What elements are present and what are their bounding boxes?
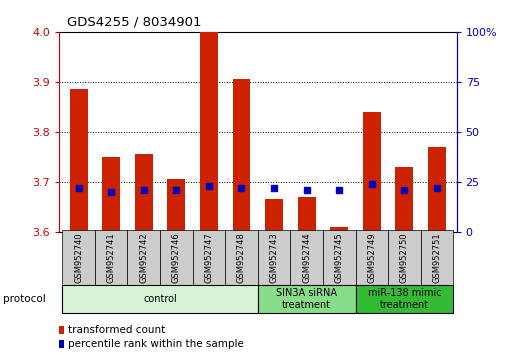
Text: SIN3A siRNA
treatment: SIN3A siRNA treatment (276, 288, 337, 310)
Bar (258, 230, 290, 285)
Text: transformed count: transformed count (68, 325, 165, 335)
Bar (258, 285, 356, 313)
Bar (388, 230, 421, 285)
Text: GSM952742: GSM952742 (139, 232, 148, 283)
Text: miR-138 mimic
treatment: miR-138 mimic treatment (368, 288, 441, 310)
Bar (330, 227, 348, 232)
Text: percentile rank within the sample: percentile rank within the sample (68, 339, 244, 349)
Text: GSM952748: GSM952748 (237, 232, 246, 283)
Text: GSM952750: GSM952750 (400, 232, 409, 283)
Text: protocol: protocol (3, 294, 45, 304)
Bar (265, 199, 283, 232)
Bar (290, 230, 323, 285)
Bar (225, 230, 258, 285)
Bar (192, 230, 225, 285)
Bar (356, 285, 453, 313)
Text: GSM952741: GSM952741 (107, 232, 115, 283)
Bar (135, 154, 153, 232)
Bar (127, 230, 160, 285)
Text: GSM952746: GSM952746 (172, 232, 181, 283)
Text: GSM952744: GSM952744 (302, 232, 311, 283)
Text: GSM952740: GSM952740 (74, 232, 83, 283)
Text: control: control (143, 294, 177, 304)
Bar (428, 147, 446, 232)
Text: GSM952743: GSM952743 (269, 232, 279, 283)
Text: GSM952751: GSM952751 (432, 232, 442, 283)
Bar (160, 230, 192, 285)
Bar (200, 32, 218, 232)
Bar (95, 230, 127, 285)
Text: GSM952749: GSM952749 (367, 232, 377, 283)
Bar (396, 167, 413, 232)
Bar (323, 230, 356, 285)
Bar (70, 89, 88, 232)
Bar (232, 79, 250, 232)
Bar (356, 230, 388, 285)
Text: GSM952745: GSM952745 (335, 232, 344, 283)
Bar (298, 197, 315, 232)
Bar (167, 179, 185, 232)
Bar (421, 230, 453, 285)
Bar (363, 112, 381, 232)
Text: GSM952747: GSM952747 (204, 232, 213, 283)
Bar (102, 157, 120, 232)
Text: GDS4255 / 8034901: GDS4255 / 8034901 (67, 16, 201, 29)
Bar (62, 285, 258, 313)
Bar (62, 230, 95, 285)
